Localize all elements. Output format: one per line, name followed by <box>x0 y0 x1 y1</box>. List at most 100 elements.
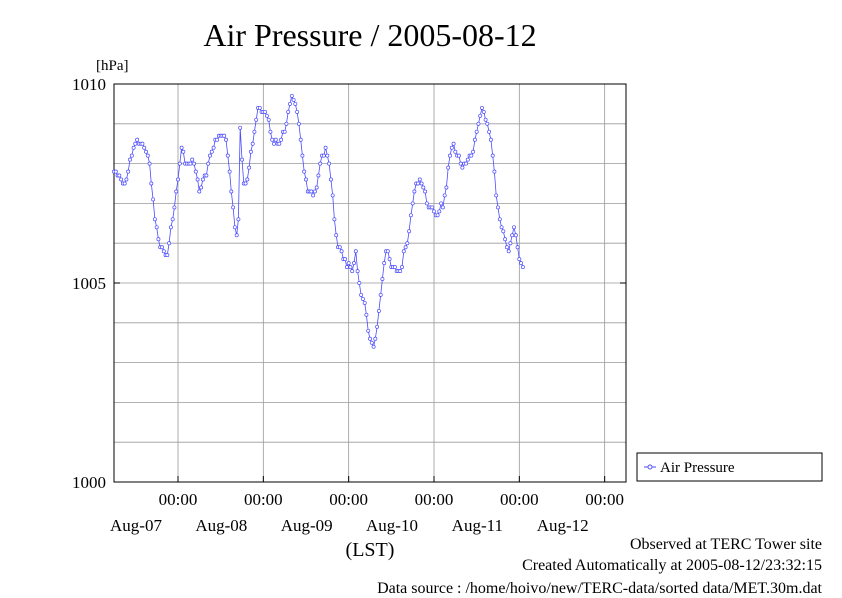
data-point <box>424 201 429 206</box>
data-point <box>376 308 381 313</box>
data-point <box>449 145 454 150</box>
data-point <box>279 137 284 142</box>
data-point <box>145 153 150 158</box>
y-tick-label: 1000 <box>72 473 106 492</box>
data-point <box>469 153 474 158</box>
data-point <box>238 125 243 130</box>
data-point <box>440 205 445 210</box>
data-point <box>474 129 479 134</box>
data-point <box>206 161 211 166</box>
data-point <box>140 141 145 146</box>
data-point <box>165 253 170 258</box>
data-point <box>286 109 291 114</box>
chart-title: Air Pressure / 2005-08-12 <box>203 17 536 53</box>
data-point <box>314 185 319 190</box>
data-point <box>270 137 275 142</box>
data-point <box>476 121 481 126</box>
data-point <box>451 141 456 146</box>
y-axis: 1000 1005 1010 <box>72 75 626 492</box>
data-point <box>234 233 239 238</box>
legend-label: Air Pressure <box>660 460 735 476</box>
data-point <box>208 153 212 158</box>
data-point <box>152 217 157 222</box>
x-tick-label-time: 00:00 <box>159 490 198 509</box>
data-point <box>282 129 287 134</box>
data-point <box>240 157 244 162</box>
data-point <box>133 141 138 146</box>
data-point <box>496 205 500 210</box>
data-point <box>330 193 335 198</box>
data-point <box>288 101 292 106</box>
data-point <box>135 137 140 142</box>
data-point <box>300 153 305 158</box>
data-point <box>410 201 415 206</box>
data-point <box>312 189 317 194</box>
data-point <box>339 249 344 254</box>
data-point <box>236 217 241 222</box>
legend: Air Pressure <box>636 452 823 482</box>
data-point <box>204 173 209 178</box>
data-point <box>480 105 484 110</box>
data-point <box>151 197 156 202</box>
data-point <box>296 121 301 126</box>
x-tick-label-time: 00:00 <box>415 490 454 509</box>
data-point <box>318 161 323 166</box>
data-point <box>224 137 228 142</box>
data-point <box>273 137 278 142</box>
data-point <box>499 225 504 230</box>
data-point <box>508 241 513 246</box>
data-point <box>458 161 463 166</box>
data-point <box>323 145 328 150</box>
data-point <box>408 213 413 218</box>
data-point <box>392 265 397 270</box>
data-point <box>197 189 202 194</box>
data-point <box>147 161 152 166</box>
data-point <box>248 149 253 154</box>
data-point <box>519 261 524 266</box>
data-point <box>407 229 412 234</box>
data-point <box>513 233 518 238</box>
data-point <box>211 145 216 150</box>
data-point <box>309 189 314 194</box>
data-point <box>181 149 186 154</box>
data-point <box>131 145 136 150</box>
data-point <box>517 257 522 262</box>
data-point <box>192 161 196 166</box>
data-point <box>209 149 214 154</box>
data-point <box>366 328 371 333</box>
data-point <box>460 165 465 170</box>
data-point <box>405 241 410 246</box>
data-point <box>510 233 515 238</box>
x-tick-label-time: 00:00 <box>500 490 539 509</box>
x-tick-label-time: 00:00 <box>244 490 283 509</box>
data-point <box>360 296 365 301</box>
data-point <box>337 245 342 250</box>
data-point <box>423 189 428 194</box>
data-point <box>264 113 269 118</box>
data-point <box>154 225 159 230</box>
data-point <box>448 153 452 158</box>
data-point <box>490 153 495 158</box>
data-point <box>464 161 468 166</box>
data-point <box>492 169 497 174</box>
data-point <box>327 161 332 166</box>
data-point <box>504 245 509 250</box>
x-tick-label-date: Aug-08 <box>195 516 247 535</box>
data-point <box>352 261 356 266</box>
data-point <box>113 169 118 174</box>
data-point <box>247 165 252 170</box>
data-point <box>167 241 172 246</box>
data-point <box>332 217 337 222</box>
data-point <box>168 225 173 230</box>
legend-swatch-marker <box>647 464 653 470</box>
grid <box>114 84 626 482</box>
y-tick-label: 1010 <box>72 75 106 94</box>
x-axis-label: (LST) <box>346 539 395 561</box>
data-point <box>488 137 493 142</box>
data-point <box>232 225 237 230</box>
data-point <box>348 265 353 270</box>
data-point <box>170 217 175 222</box>
data-point <box>195 177 200 182</box>
data-point <box>398 269 403 274</box>
